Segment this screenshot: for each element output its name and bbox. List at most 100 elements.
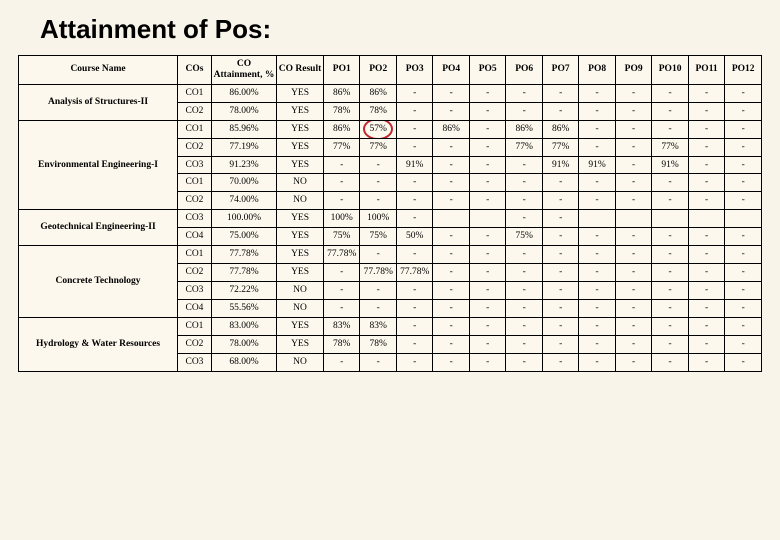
po-cell: - [433,174,469,192]
column-header: PO10 [652,56,688,85]
result-cell: NO [277,299,324,317]
course-name-cell: Concrete Technology [19,246,178,318]
attainment-cell: 78.00% [211,335,276,353]
po-cell: - [324,174,360,192]
po-cell: 57% [360,120,396,138]
po-cell: 78% [360,102,396,120]
co-cell: CO4 [178,228,212,246]
po-cell: - [579,192,615,210]
result-cell: NO [277,192,324,210]
po-cell: - [396,174,432,192]
po-cell: - [725,299,762,317]
po-cell: - [615,174,651,192]
co-cell: CO1 [178,174,212,192]
po-cell: - [433,138,469,156]
po-cell: - [433,84,469,102]
po-cell [579,210,615,228]
po-cell: 83% [324,317,360,335]
po-cell: - [615,228,651,246]
po-cell: - [433,299,469,317]
po-cell: - [433,228,469,246]
po-cell: - [652,228,688,246]
co-cell: CO1 [178,246,212,264]
page-title: Attainment of Pos: [40,14,762,45]
result-cell: YES [277,120,324,138]
po-cell: - [396,138,432,156]
po-cell: - [469,84,505,102]
po-cell: - [542,317,578,335]
po-cell: 77% [324,138,360,156]
attainment-cell: 70.00% [211,174,276,192]
result-cell: YES [277,228,324,246]
po-cell: 86% [433,120,469,138]
po-cell: - [652,353,688,371]
po-cell: - [469,317,505,335]
po-cell: - [615,84,651,102]
po-cell: 83% [360,317,396,335]
po-cell [615,210,651,228]
po-cell: - [469,174,505,192]
po-cell: - [396,335,432,353]
attainment-cell: 77.19% [211,138,276,156]
po-cell: - [396,192,432,210]
po-cell: - [542,228,578,246]
result-cell: YES [277,84,324,102]
po-cell: - [688,120,724,138]
po-cell: - [688,353,724,371]
po-cell: - [506,192,542,210]
po-cell: - [579,299,615,317]
column-header: PO5 [469,56,505,85]
po-cell: - [469,264,505,282]
po-cell: - [360,174,396,192]
course-name-cell: Geotechnical Engineering-II [19,210,178,246]
po-cell: 91% [579,156,615,174]
result-cell: YES [277,246,324,264]
po-cell: 77.78% [360,264,396,282]
result-cell: YES [277,335,324,353]
attainment-cell: 100.00% [211,210,276,228]
po-cell: - [615,299,651,317]
attainment-cell: 77.78% [211,264,276,282]
co-cell: CO2 [178,335,212,353]
po-cell: - [652,102,688,120]
po-cell: - [433,353,469,371]
po-cell: - [652,281,688,299]
result-cell: YES [277,264,324,282]
po-cell: - [396,353,432,371]
po-cell: - [506,174,542,192]
po-cell: - [615,281,651,299]
po-cell: 86% [506,120,542,138]
po-cell: - [688,317,724,335]
attainment-cell: 75.00% [211,228,276,246]
table-header-row: Course NameCOsCO Attainment, %CO ResultP… [19,56,762,85]
column-header: PO11 [688,56,724,85]
result-cell: YES [277,156,324,174]
po-cell: - [469,246,505,264]
po-cell [652,210,688,228]
po-cell: - [688,156,724,174]
po-cell: - [396,210,432,228]
result-cell: YES [277,317,324,335]
po-cell: 86% [360,84,396,102]
result-cell: YES [277,138,324,156]
result-cell: NO [277,353,324,371]
po-cell: - [579,84,615,102]
po-cell: 75% [324,228,360,246]
po-cell: 50% [396,228,432,246]
po-cell: - [506,156,542,174]
po-cell: - [652,192,688,210]
po-cell: - [469,102,505,120]
po-cell: - [579,138,615,156]
po-cell: - [542,299,578,317]
po-cell: 91% [652,156,688,174]
po-cell: - [579,246,615,264]
po-cell: - [652,120,688,138]
column-header: COs [178,56,212,85]
po-cell: 86% [542,120,578,138]
po-cell: 91% [396,156,432,174]
po-cell: - [542,210,578,228]
po-cell: - [579,102,615,120]
po-cell: - [725,138,762,156]
po-cell: - [506,264,542,282]
po-cell: - [542,353,578,371]
